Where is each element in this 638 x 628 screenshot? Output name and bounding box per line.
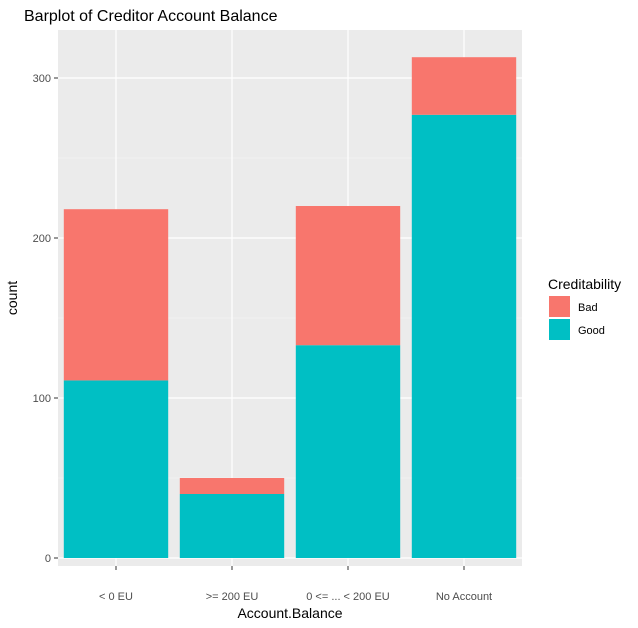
- bars: [63, 57, 517, 559]
- legend-items: Bad Good: [549, 296, 605, 340]
- legend-label: Good: [578, 325, 605, 337]
- legend-title: Creditability: [548, 276, 621, 292]
- bar-bad: [63, 209, 169, 381]
- plot-panel: [58, 30, 522, 566]
- x-tick-label: < 0 EU: [99, 591, 133, 603]
- y-tick-label: 0: [45, 553, 51, 565]
- y-tick-label: 200: [33, 233, 51, 245]
- x-tick-label: No Account: [436, 591, 492, 603]
- y-tick-label: 300: [33, 73, 51, 85]
- x-tick-label: 0 <= ... < 200 EU: [306, 591, 390, 603]
- x-tick-label: >= 200 EU: [206, 591, 259, 603]
- bar-good: [63, 380, 169, 558]
- legend-label: Bad: [578, 302, 598, 314]
- bar-bad: [295, 206, 401, 346]
- x-axis: < 0 EU >= 200 EU 0 <= ... < 200 EU No Accou…: [99, 566, 492, 603]
- bar-bad: [179, 478, 285, 494]
- bar-good: [411, 114, 517, 559]
- legend: Creditability Bad Good: [548, 276, 621, 340]
- y-axis: 0 100 200 300: [33, 73, 58, 565]
- legend-key-good: [549, 319, 570, 340]
- bar-good: [295, 345, 401, 558]
- bar-good: [179, 494, 285, 558]
- chart-title: Barplot of Creditor Account Balance: [24, 8, 278, 25]
- y-tick-label: 100: [33, 393, 51, 405]
- x-axis-title: Account.Balance: [237, 605, 342, 621]
- bar-bad: [411, 57, 517, 115]
- legend-key-bad: [549, 296, 570, 317]
- y-axis-title: count: [4, 281, 20, 315]
